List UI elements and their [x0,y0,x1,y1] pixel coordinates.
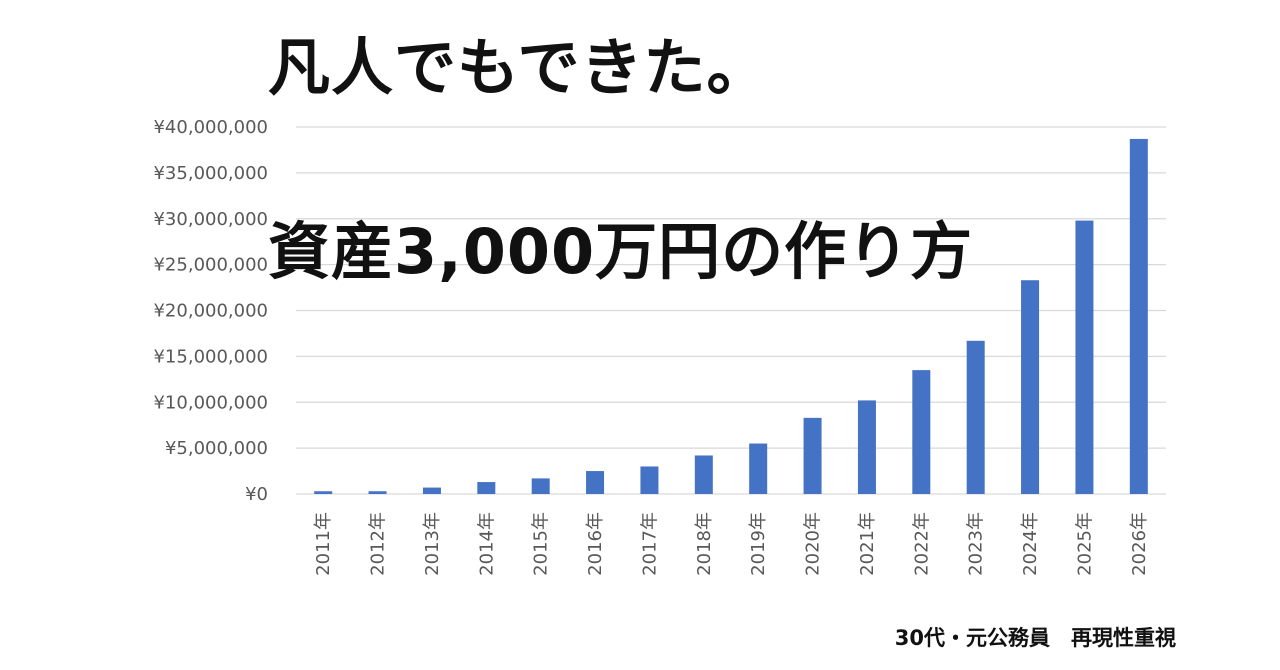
y-axis-tick-labels: ¥0 ¥5,000,000 ¥10,000,000 ¥15,000,000 ¥20,00… [153,117,268,505]
bar-2023 [966,340,985,494]
x-tick-label: 2013年 [422,512,443,576]
bar-2012 [368,491,387,494]
y-tick-label: ¥40,000,000 [153,117,268,138]
y-tick-label: ¥25,000,000 [153,255,268,276]
x-tick-label: 2016年 [585,512,606,576]
bar-2024 [1021,280,1040,494]
headline-middle: 資産3,000万円の作り方 [268,215,974,288]
bar-2021 [857,400,876,494]
y-tick-label: ¥5,000,000 [165,438,268,459]
x-tick-label: 2025年 [1074,512,1095,576]
bar-2013 [422,487,441,494]
bar-2019 [749,443,768,494]
y-tick-label: ¥0 [245,484,268,505]
x-tick-label: 2011年 [313,512,334,576]
y-tick-label: ¥15,000,000 [153,346,268,367]
bar-2016 [586,471,605,494]
bar-2017 [640,466,659,494]
bar-2014 [477,482,496,494]
x-tick-label: 2023年 [966,512,987,576]
footer-caption: 30代・元公務員 再現性重視 [894,626,1176,650]
x-tick-label: 2017年 [639,512,660,576]
bar-2011 [314,491,333,494]
x-tick-label: 2026年 [1129,512,1150,576]
y-tick-label: ¥20,000,000 [153,301,268,322]
x-tick-label: 2018年 [694,512,715,576]
bar-2018 [694,455,713,494]
x-tick-label: 2014年 [476,512,497,576]
x-tick-label: 2024年 [1020,512,1041,576]
y-tick-label: ¥10,000,000 [153,392,268,413]
x-tick-label: 2019年 [748,512,769,576]
bar-2015 [531,478,550,494]
bar-2025 [1075,220,1094,494]
y-tick-label: ¥30,000,000 [153,209,268,230]
bars [314,138,1148,495]
gridlines [296,126,1166,495]
x-tick-label: 2021年 [857,512,878,576]
x-tick-label: 2020年 [803,512,824,576]
bar-2022 [912,370,931,494]
headline-top: 凡人でもできた。 [268,31,770,104]
x-axis-tick-labels: 2011年 2012年 2013年 2014年 2015年 2016年 2017年 2018年… [313,512,1150,576]
bar-2020 [803,417,822,494]
x-tick-label: 2015年 [531,512,552,576]
x-tick-label: 2012年 [368,512,389,576]
bar-2026 [1129,138,1148,495]
x-tick-label: 2022年 [911,512,932,576]
y-tick-label: ¥35,000,000 [153,163,268,184]
